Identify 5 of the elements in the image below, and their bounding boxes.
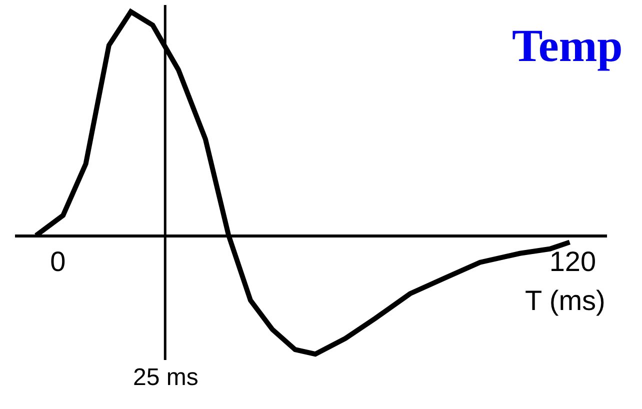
x-tick-label: 120 — [549, 246, 596, 277]
ref-line-label: 25 ms — [133, 364, 198, 391]
chart-title: Temp — [512, 20, 623, 71]
x-axis-title: T (ms) — [525, 285, 606, 316]
x-tick-label: 0 — [50, 246, 66, 277]
